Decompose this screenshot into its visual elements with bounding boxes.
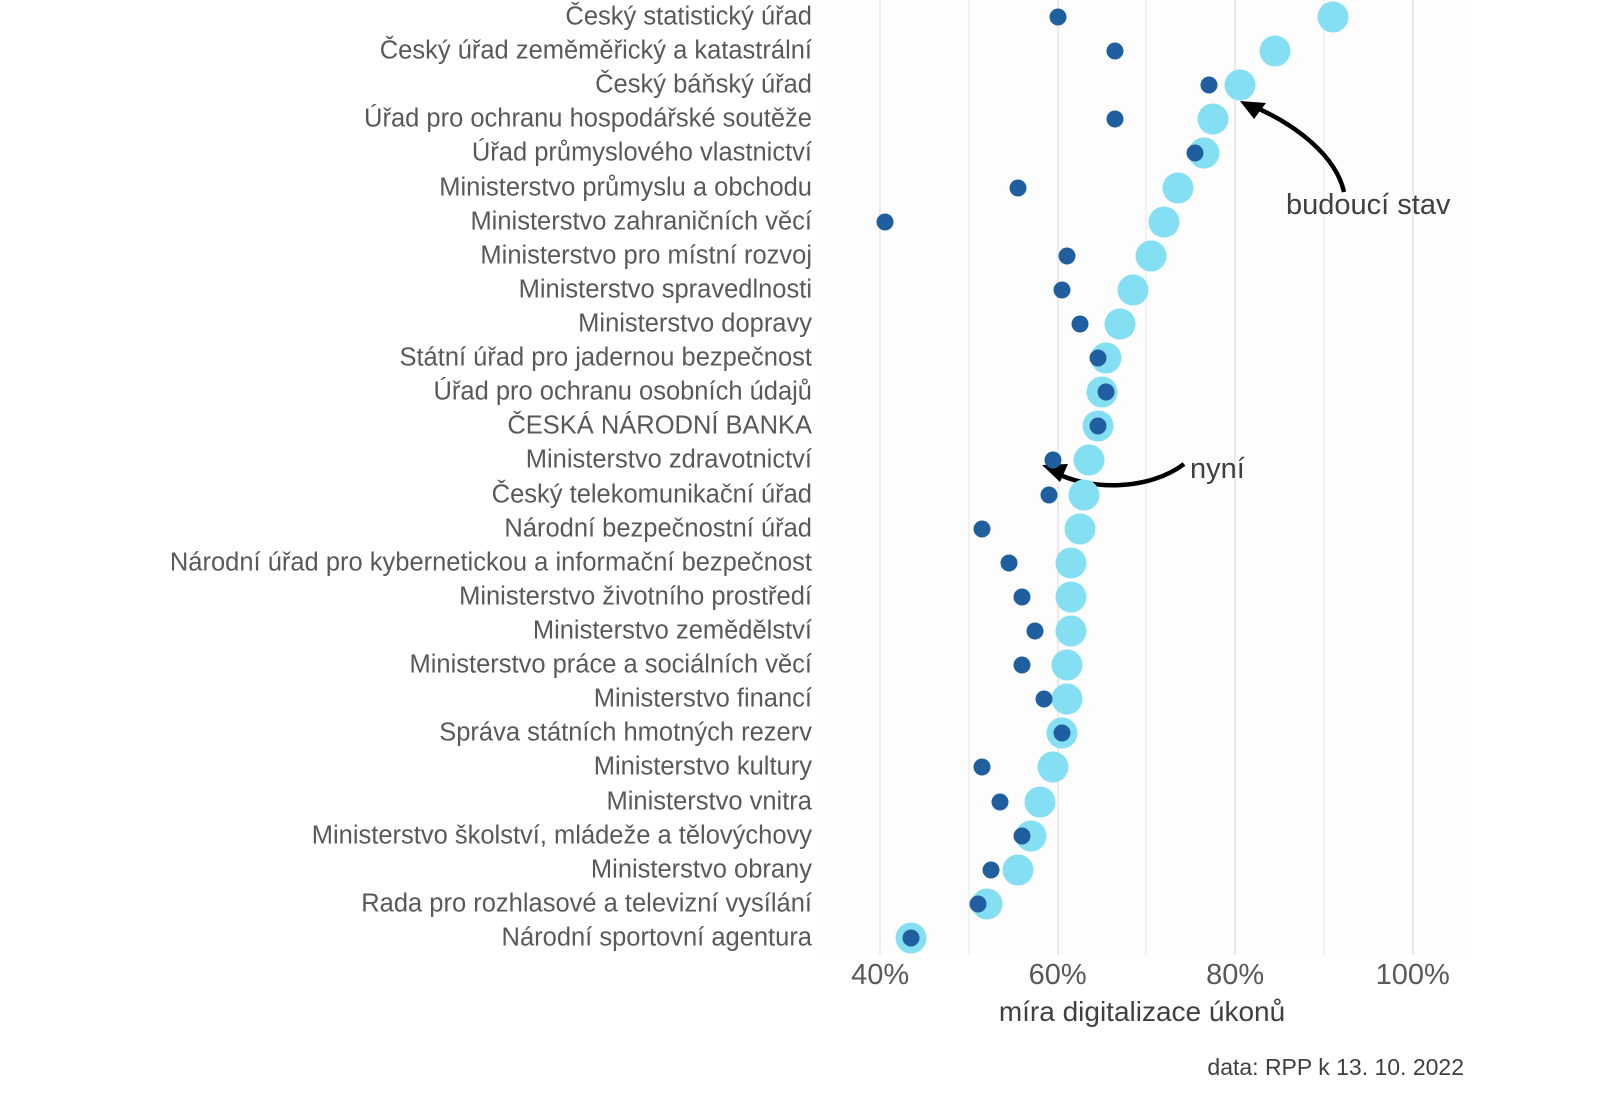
data-point-future xyxy=(1055,581,1087,613)
category-label: Český báňský úřad xyxy=(595,70,812,99)
gridline-major xyxy=(1234,0,1237,955)
category-label: Ministerstvo obrany xyxy=(590,854,812,883)
data-point-now xyxy=(1044,451,1062,469)
category-label: Ministerstvo zahraničních věcí xyxy=(470,206,812,235)
data-point-future xyxy=(1051,649,1083,681)
data-point-now xyxy=(1009,179,1027,197)
data-point-future xyxy=(1197,103,1229,135)
category-label: Úřad pro ochranu osobních údajů xyxy=(433,377,812,406)
data-point-future xyxy=(1002,854,1034,886)
data-point-now xyxy=(969,895,987,913)
data-point-future xyxy=(1148,206,1180,238)
category-label: Státní úřad pro jadernou bezpečnost xyxy=(399,343,812,372)
now-annotation-label: nyní xyxy=(1190,453,1245,485)
data-point-now xyxy=(1013,827,1031,845)
category-label: ČESKÁ NÁRODNÍ BANKA xyxy=(507,411,812,440)
data-point-now xyxy=(1013,588,1031,606)
source-note: data: RPP k 13. 10. 2022 xyxy=(1207,1054,1464,1080)
category-label: Správa státních hmotných rezerv xyxy=(439,718,812,747)
gridline-minor xyxy=(1322,0,1325,955)
data-point-now xyxy=(1071,315,1089,333)
data-point-now xyxy=(876,213,894,231)
data-point-now xyxy=(1097,383,1115,401)
category-label: Ministerstvo pro místní rozvoj xyxy=(480,241,812,270)
x-tick-label: 100% xyxy=(1375,959,1450,991)
category-label: Ministerstvo práce a sociálních věcí xyxy=(409,650,813,679)
category-label: Ministerstvo životního prostředí xyxy=(459,582,812,611)
data-point-future xyxy=(1259,35,1291,67)
category-label: Národní sportovní agentura xyxy=(501,923,812,952)
data-point-now xyxy=(1040,486,1058,504)
data-point-now xyxy=(1200,76,1218,94)
data-point-now xyxy=(1089,417,1107,435)
gridline-minor xyxy=(1145,0,1148,955)
data-point-now xyxy=(1013,656,1031,674)
data-point-future xyxy=(1224,69,1256,101)
x-tick-label: 40% xyxy=(851,959,910,991)
data-point-future xyxy=(1135,240,1167,272)
data-point-now xyxy=(991,793,1009,811)
data-point-now xyxy=(1089,349,1107,367)
category-label: Český telekomunikační úřad xyxy=(491,479,812,508)
category-label: Úřad průmyslového vlastnictví xyxy=(471,138,812,167)
data-point-now xyxy=(1058,247,1076,265)
data-point-now xyxy=(1000,554,1018,572)
data-point-now xyxy=(973,758,991,776)
gridline-major xyxy=(1411,0,1414,955)
category-label: Ministerstvo vnitra xyxy=(606,786,812,815)
category-label: Národní bezpečnostní úřad xyxy=(504,513,812,542)
category-label: Ministerstvo zdravotnictví xyxy=(525,445,812,474)
category-label: Úřad pro ochranu hospodářské soutěže xyxy=(364,104,812,133)
category-label: Ministerstvo spravedlnosti xyxy=(518,275,812,304)
data-point-future xyxy=(1055,547,1087,579)
x-axis: 40% 60% 80% 100% xyxy=(818,955,1466,1003)
data-point-now xyxy=(973,520,991,538)
category-label: Český statistický úřad xyxy=(565,2,812,31)
data-point-future xyxy=(1073,444,1105,476)
x-axis-title: míra digitalizace úkonů xyxy=(998,996,1286,1027)
data-point-future xyxy=(1317,1,1349,33)
gridline-major xyxy=(1056,0,1059,955)
data-point-future xyxy=(1162,172,1193,204)
gridline-major xyxy=(879,0,882,955)
category-label: Český úřad zeměměřický a katastrální xyxy=(379,36,812,65)
category-label: Ministerstvo dopravy xyxy=(578,309,812,338)
data-point-now xyxy=(1106,110,1124,128)
category-label: Rada pro rozhlasové a televizní vysílání xyxy=(361,889,812,918)
category-label: Ministerstvo školství, mládeže a tělovýc… xyxy=(311,820,812,849)
data-point-now xyxy=(1035,690,1053,708)
data-point-now xyxy=(1049,8,1067,26)
data-point-now xyxy=(1026,622,1044,640)
category-label: Ministerstvo kultury xyxy=(593,752,812,781)
data-point-now xyxy=(982,861,1000,879)
category-label: Národní úřad pro kybernetickou a informa… xyxy=(169,548,812,577)
data-point-now xyxy=(1186,144,1204,162)
data-point-now xyxy=(1053,281,1071,299)
data-point-future xyxy=(1037,751,1069,783)
category-label: Ministerstvo zemědělství xyxy=(532,616,812,645)
future-annotation-label: budoucí stav xyxy=(1286,189,1451,221)
category-label: Ministerstvo průmyslu a obchodu xyxy=(439,172,812,201)
plot-panel xyxy=(818,0,1466,955)
data-point-now xyxy=(1106,42,1124,60)
category-label: Ministerstvo financí xyxy=(593,684,812,713)
y-axis-category-labels: Český statistický úřad Český úřad zeměměř… xyxy=(0,0,812,955)
x-tick-label: 60% xyxy=(1028,959,1087,991)
data-point-future xyxy=(1024,786,1056,818)
x-tick-label: 80% xyxy=(1206,959,1265,991)
gridline-minor xyxy=(967,0,970,955)
data-point-now xyxy=(902,929,920,947)
data-point-future xyxy=(1104,308,1136,340)
data-point-future xyxy=(1117,274,1149,306)
data-point-future xyxy=(1055,615,1087,647)
data-point-future xyxy=(1051,683,1083,715)
data-point-now xyxy=(1053,724,1071,742)
data-point-future xyxy=(1068,479,1100,511)
data-point-future xyxy=(1064,513,1096,545)
